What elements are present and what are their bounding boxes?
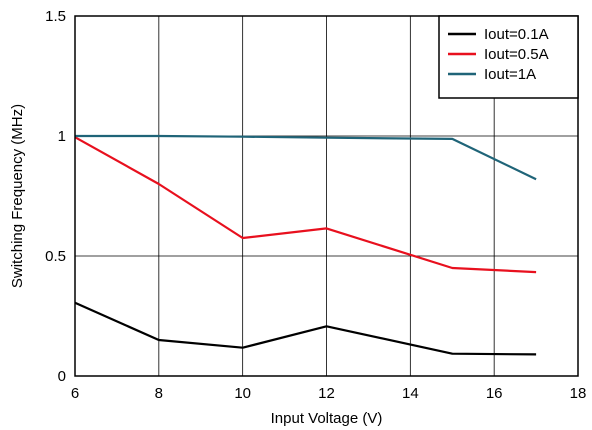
y-tick-label: 0 [58,368,66,385]
legend-label: Iout=0.1A [484,26,549,43]
series-line-iout-0-1a [74,301,537,356]
plot-frame [74,15,579,377]
legend: Iout=0.1A Iout=0.5A Iout=1A [438,15,579,99]
legend-box [438,15,579,99]
series-line-iout-0-5a [74,136,537,274]
x-tick-label: 6 [71,385,79,402]
x-tick-label: 12 [318,385,335,402]
x-tick-label: 18 [570,385,587,402]
x-tick-label: 16 [486,385,503,402]
x-tick-label: 14 [402,385,419,402]
y-tick-label: 0.5 [45,248,66,265]
x-tick-label: 8 [155,385,163,402]
x-tick-labels: 6 8 10 12 14 16 18 [71,385,587,402]
y-tick-labels: 0 0.5 1 1.5 [45,8,66,385]
legend-label: Iout=1A [484,66,536,83]
x-tick-label: 10 [234,385,251,402]
series-lines [74,134,537,356]
x-axis-title: Input Voltage (V) [271,410,383,427]
legend-label: Iout=0.5A [484,46,549,63]
y-axis-title: Switching Frequency (MHz) [9,104,26,288]
series-line-iout-1a [75,134,537,181]
y-tick-label: 1 [58,128,66,145]
y-tick-label: 1.5 [45,8,66,25]
